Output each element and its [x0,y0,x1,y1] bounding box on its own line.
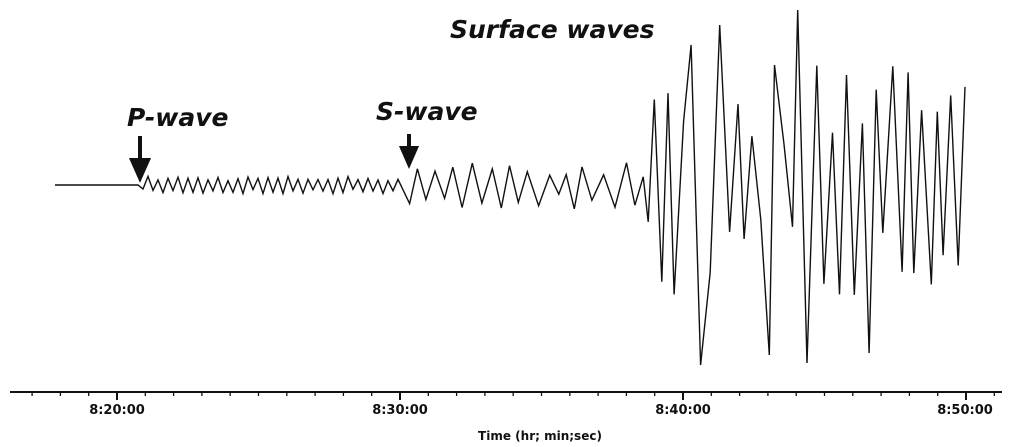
axis-ticks [31,392,995,400]
surface-waves-label: Surface waves [450,15,654,44]
x-tick-label: 8:50:00 [937,403,993,418]
x-tick-label: 8:20:00 [89,403,145,418]
p-wave-arrow [128,136,152,183]
s-wave-arrow [398,134,420,169]
p-wave-label: P-wave [127,103,228,132]
s-wave-label: S-wave [376,97,478,126]
x-tick-label: 8:30:00 [372,403,428,418]
axis-title: Time (hr; min;sec) [478,429,602,443]
x-tick-label: 8:40:00 [655,403,711,418]
waveform [55,9,966,366]
